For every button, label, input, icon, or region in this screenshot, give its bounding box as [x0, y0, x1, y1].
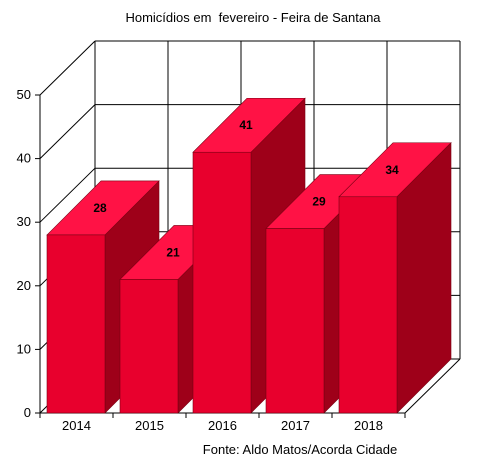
gridline-side [39, 104, 96, 159]
bar-front [192, 151, 252, 414]
y-tick-label: 40 [17, 151, 31, 166]
chart-title: Homicídios em fevereiro - Feira de Santa… [125, 10, 381, 25]
chart-labels: 28 21 41 29 34 [93, 118, 399, 259]
y-tick-label: 50 [17, 87, 31, 102]
chart-source: Fonte: Aldo Matos/Acorda Cidade [202, 442, 398, 457]
data-label: 29 [312, 195, 326, 209]
gridline-side [39, 40, 96, 96]
x-tick-label: 2018 [354, 418, 383, 433]
y-tick-label: 20 [17, 278, 31, 293]
bar-front [265, 228, 325, 414]
x-tick-label: 2015 [135, 418, 164, 433]
y-tick-label: 30 [17, 214, 31, 229]
data-label: 28 [93, 201, 107, 215]
bar-front [119, 279, 179, 414]
gridline-side [39, 167, 96, 223]
chart-bars [46, 97, 452, 414]
x-tick-label: 2014 [62, 418, 91, 433]
floor-right-edge [404, 358, 461, 414]
y-tick-label: 10 [17, 341, 31, 356]
data-label: 34 [385, 163, 399, 177]
bar-front [46, 234, 106, 414]
x-tick-label: 2016 [208, 418, 237, 433]
data-label: 21 [166, 245, 180, 259]
y-tick-label: 0 [24, 405, 31, 420]
x-tick-label: 2017 [281, 418, 310, 433]
bar-front [338, 196, 398, 414]
bar [338, 142, 452, 414]
data-label: 41 [239, 118, 253, 132]
